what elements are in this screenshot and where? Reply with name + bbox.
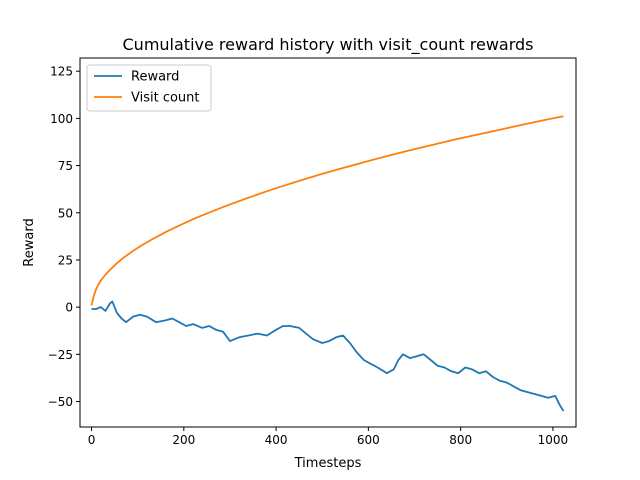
x-axis-label: Timesteps	[294, 456, 362, 471]
axes-frame	[79, 57, 577, 428]
series-line-visit-count	[90, 115, 564, 306]
y-tick-label: 75	[58, 159, 73, 173]
y-tick-label: 100	[50, 112, 73, 126]
y-axis-label: Reward	[22, 218, 37, 266]
legend-label-visit-count: Visit count	[131, 91, 200, 106]
y-tick-label: 50	[58, 206, 73, 220]
y-tick-label: 25	[58, 253, 73, 267]
y-tick-label: −50	[48, 395, 73, 409]
x-tick-label: 600	[357, 433, 380, 447]
chart-title: Cumulative reward history with visit_cou…	[123, 35, 534, 55]
x-tick-label: 400	[265, 433, 288, 447]
series-layer	[90, 115, 565, 412]
x-tick-label: 200	[172, 433, 195, 447]
legend: Reward Visit count	[86, 64, 212, 112]
y-tick-label: 125	[50, 65, 73, 79]
x-tick-label: 0	[88, 433, 96, 447]
y-tick-label: −25	[48, 348, 73, 362]
series-line-reward	[91, 300, 565, 412]
y-tick-label: 0	[65, 301, 73, 315]
legend-label-reward: Reward	[131, 70, 179, 85]
x-tick-label: 1000	[538, 433, 569, 447]
x-tick-label: 800	[449, 433, 472, 447]
ticks-layer: 0 200 400 600 800 1000 −50 −25 0 25 50 75 100 125	[48, 65, 569, 447]
